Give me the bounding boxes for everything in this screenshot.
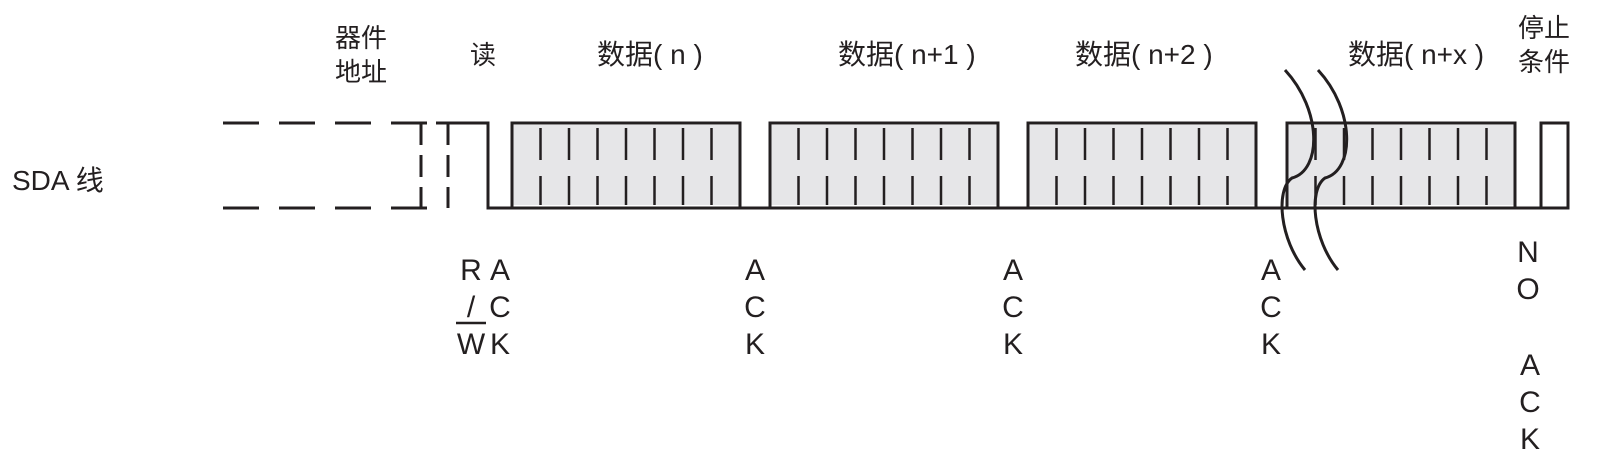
addr-ack-c: C xyxy=(489,291,511,324)
noack-n: N xyxy=(1517,236,1539,269)
data-n1-label: 数据( n+1 ) xyxy=(838,39,976,70)
ack3-k: K xyxy=(1261,328,1281,361)
dashed-lead-in xyxy=(223,121,450,210)
addr-ack-k: K xyxy=(490,328,510,361)
noack-k: K xyxy=(1520,423,1540,456)
noack-o: O xyxy=(1516,273,1539,306)
break-curve-1 xyxy=(1280,68,1316,271)
rw-ack-labels: R / W A C K xyxy=(456,254,511,361)
read-label: 读 xyxy=(470,40,496,70)
header-labels: 器件 地址 读 数据( n ) 数据( n+1 ) 数据( n+2 ) 数据( … xyxy=(335,13,1570,87)
stop-label-1: 停止 xyxy=(1518,13,1570,43)
ack3-a: A xyxy=(1261,254,1281,287)
sda-waveform xyxy=(448,121,1570,210)
stop-label-2: 条件 xyxy=(1518,47,1570,77)
ack2-a: A xyxy=(1003,254,1023,287)
device-address-label-1: 器件 xyxy=(335,23,387,53)
bit-ticks xyxy=(539,128,1488,205)
ack2-k: K xyxy=(1003,328,1023,361)
data-nx-label: 数据( n+x ) xyxy=(1348,39,1484,70)
ack3-c: C xyxy=(1260,291,1282,324)
rw-w: W xyxy=(457,328,486,361)
ack1-c: C xyxy=(744,291,766,324)
data-n-label: 数据( n ) xyxy=(597,39,703,70)
noack-a: A xyxy=(1520,349,1540,382)
ack-labels: A C K A C K A C K xyxy=(744,254,1282,361)
break-marks xyxy=(1280,68,1349,271)
rw-r: R xyxy=(460,254,482,287)
data-n2-label: 数据( n+2 ) xyxy=(1075,39,1213,70)
addr-ack-a: A xyxy=(490,254,510,287)
device-address-label-2: 地址 xyxy=(335,57,387,87)
data-byte-fills xyxy=(512,125,1515,205)
ack2-c: C xyxy=(1002,291,1024,324)
rw-slash: / xyxy=(467,291,476,324)
ack1-k: K xyxy=(745,328,765,361)
break-curve-2 xyxy=(1313,68,1349,271)
noack-c: C xyxy=(1519,386,1541,419)
ack1-a: A xyxy=(745,254,765,287)
no-ack-label: N O A C K xyxy=(1516,236,1541,456)
sda-line-label: SDA 线 xyxy=(12,165,104,196)
